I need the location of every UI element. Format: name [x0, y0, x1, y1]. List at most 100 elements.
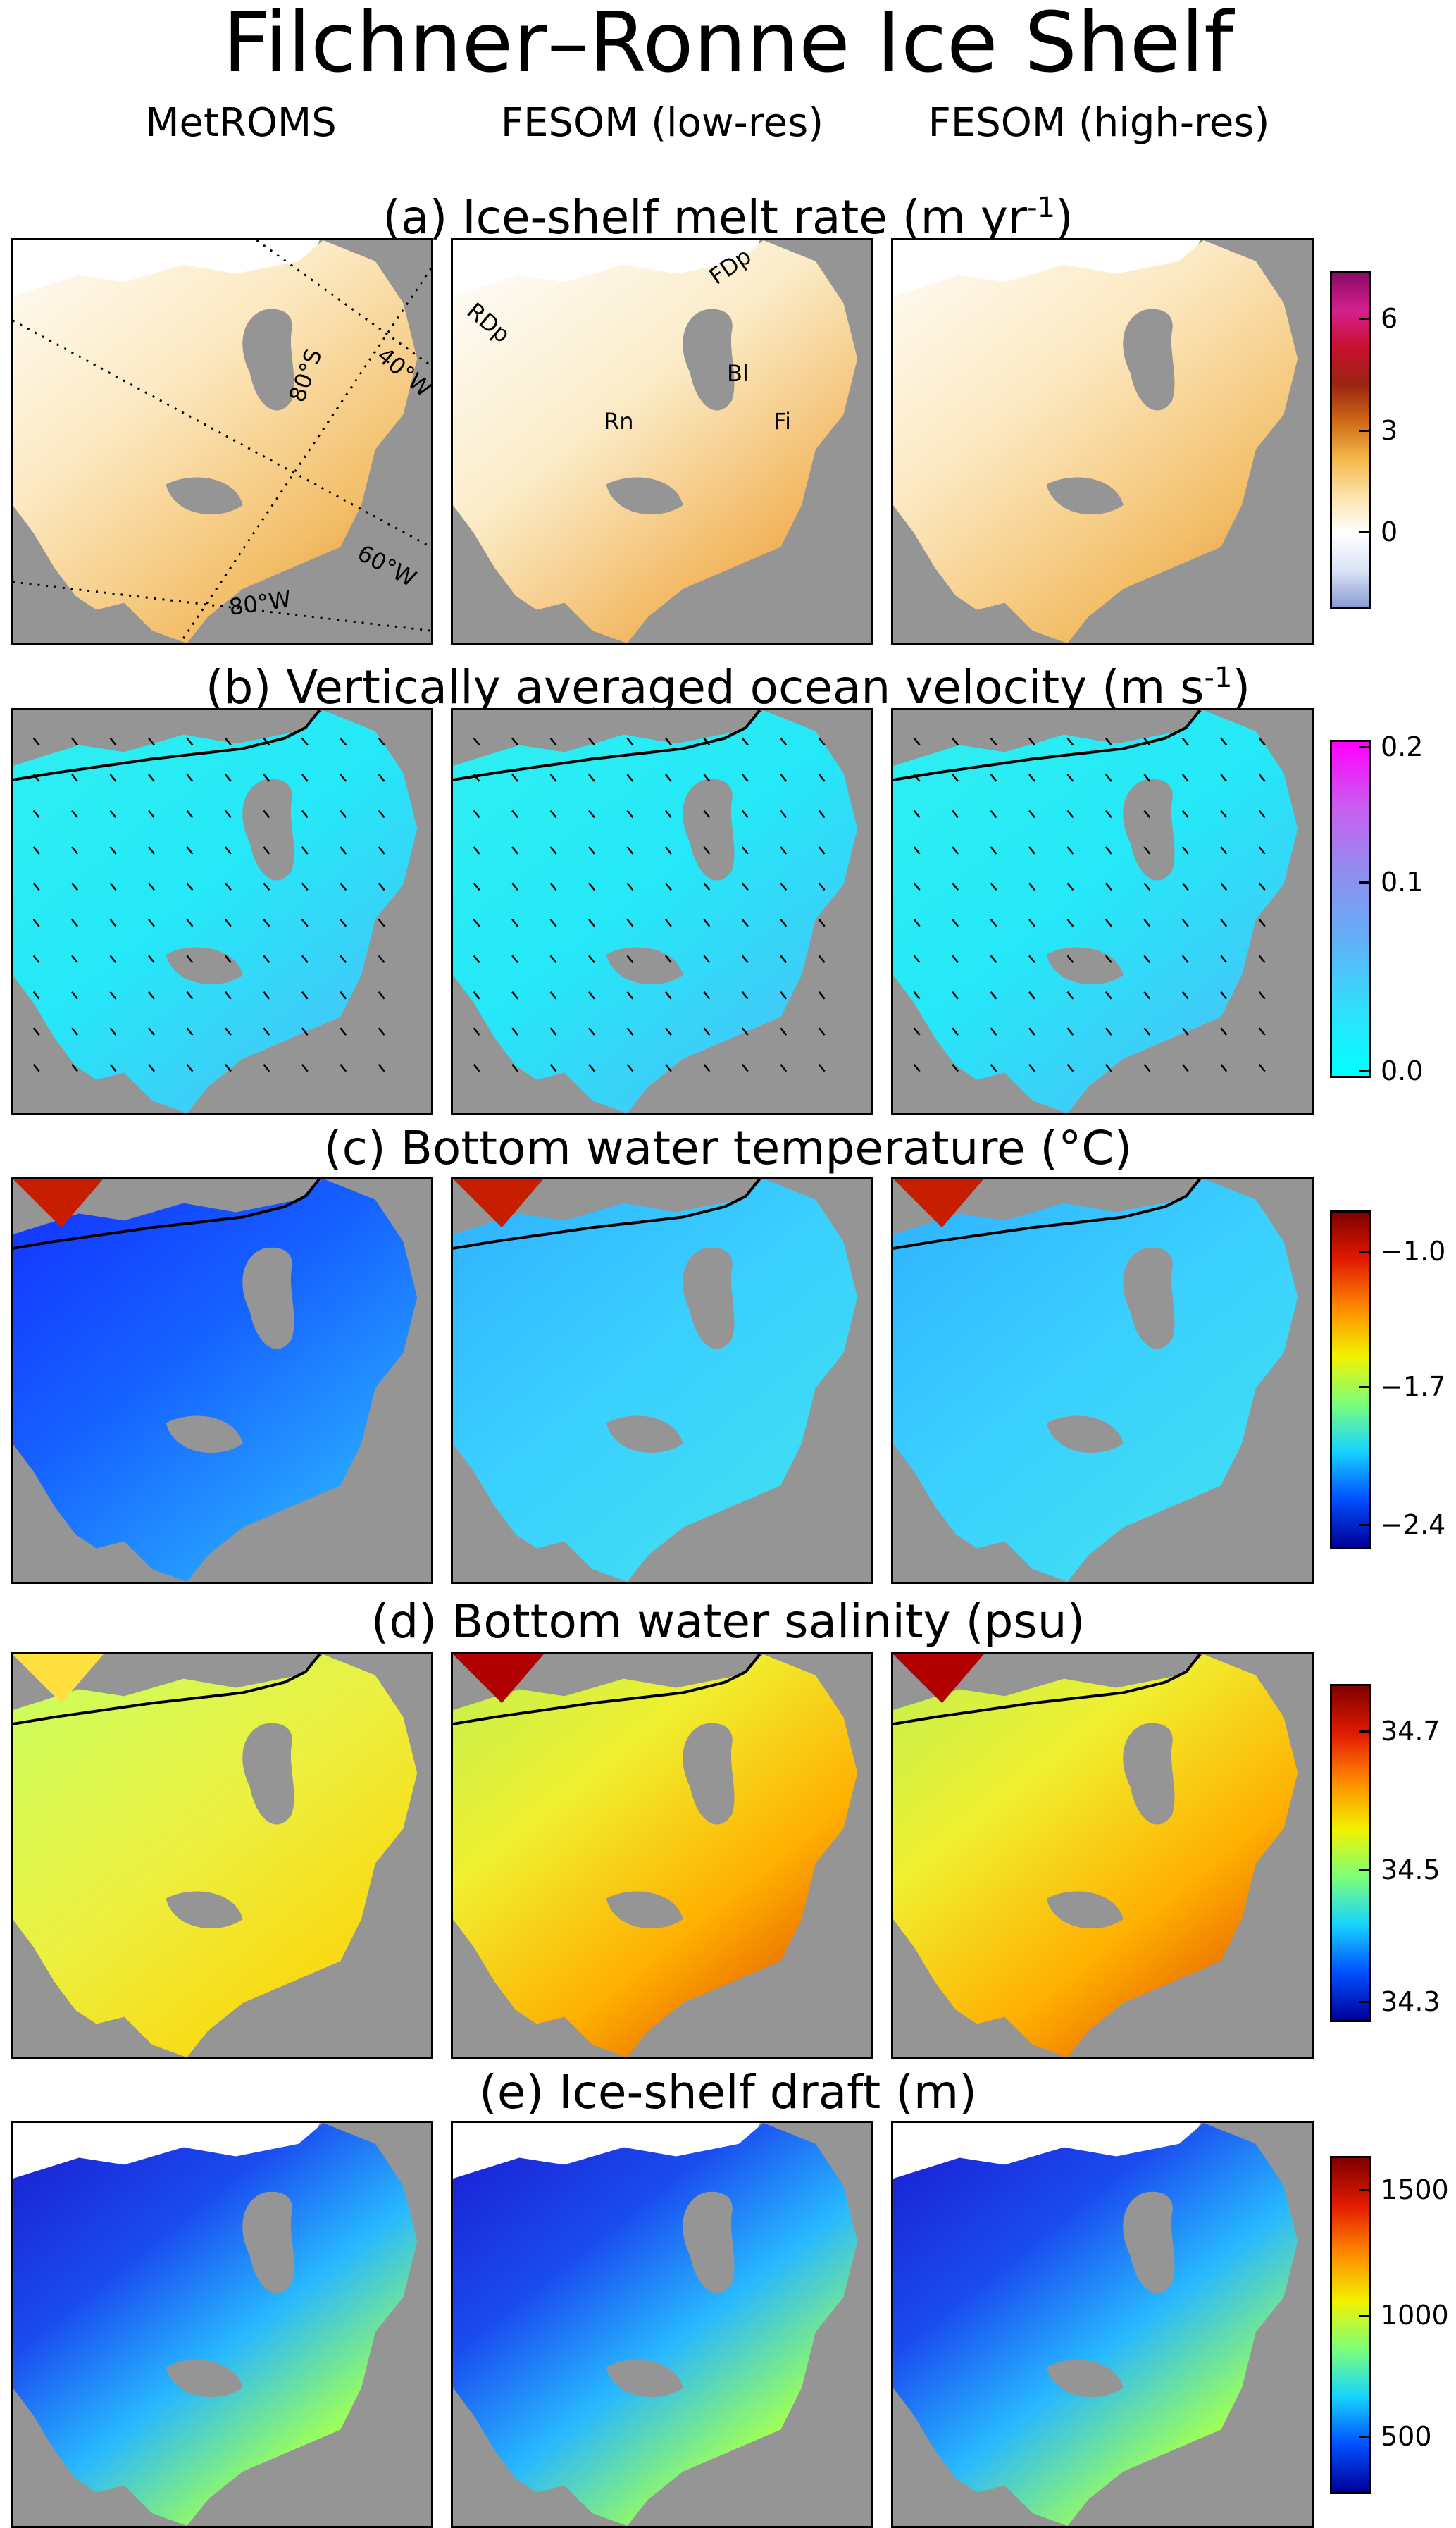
velocity-arrow — [1181, 810, 1189, 819]
velocity-arrow — [1066, 955, 1074, 964]
velocity-arrow — [32, 737, 40, 746]
velocity-arrow — [473, 882, 480, 891]
velocity-arrow — [913, 810, 921, 819]
velocity-arrow — [703, 846, 711, 855]
berkner-island — [683, 1247, 735, 1349]
velocity-arrow — [301, 1063, 309, 1072]
ice-front-line — [893, 1654, 1202, 1725]
velocity-arrow — [511, 737, 519, 746]
map-panel-melt-rate-fesom-low-res — [451, 238, 873, 645]
velocity-arrow — [71, 846, 79, 855]
velocity-arrow — [340, 846, 347, 855]
velocity-arrow — [990, 846, 997, 855]
velocity-arrow — [1105, 774, 1112, 782]
velocity-arrow — [818, 991, 826, 1000]
velocity-arrow — [1143, 810, 1151, 819]
velocity-arrow — [588, 810, 595, 819]
row-title-b: (b) Vertically averaged ocean velocity (… — [205, 660, 1251, 714]
figure-title: Filchner–Ronne Ice Shelf — [223, 0, 1233, 91]
velocity-arrow — [1105, 810, 1112, 819]
ice-shelf-field — [893, 240, 1298, 643]
velocity-arrow — [224, 774, 232, 782]
velocity-arrow — [1066, 737, 1074, 746]
velocity-arrow — [780, 955, 788, 964]
velocity-arrow — [186, 1027, 194, 1036]
velocity-arrow — [32, 919, 40, 927]
velocity-arrow — [1181, 774, 1189, 782]
velocity-arrow — [148, 882, 155, 891]
velocity-arrow — [263, 882, 270, 891]
velocity-arrow — [990, 1063, 997, 1072]
velocity-arrow — [340, 955, 347, 964]
velocity-arrow — [1143, 737, 1151, 746]
velocity-arrow — [913, 991, 921, 1000]
velocity-arrow — [703, 1027, 711, 1036]
velocity-arrow — [990, 774, 997, 782]
velocity-arrow — [913, 955, 921, 964]
velocity-arrow — [1028, 1027, 1035, 1036]
velocity-arrow — [378, 810, 385, 819]
velocity-arrow — [148, 810, 155, 819]
velocity-arrow — [1028, 737, 1035, 746]
velocity-arrow — [1028, 955, 1035, 964]
colorbar-tick-mark — [1359, 2436, 1369, 2439]
velocity-arrow — [990, 919, 997, 927]
velocity-arrow — [263, 737, 270, 746]
velocity-arrow — [1143, 919, 1151, 927]
velocity-arrow — [1220, 846, 1228, 855]
colorbar-tick-label: 3 — [1381, 414, 1398, 446]
row-title-d: (d) Bottom water salinity (psu) — [371, 1594, 1085, 1649]
velocity-arrow — [1258, 882, 1266, 891]
berkner-island — [1123, 779, 1175, 881]
velocity-arrow — [1105, 1063, 1112, 1072]
velocity-arrow — [990, 1027, 997, 1036]
velocity-arrow — [109, 1063, 117, 1072]
velocity-arrow — [741, 991, 749, 1000]
velocity-arrow — [664, 919, 672, 927]
velocity-arrow — [378, 737, 385, 746]
velocity-arrow — [109, 1027, 117, 1036]
region-label-bl: Bl — [727, 360, 749, 387]
velocity-arrow — [1028, 882, 1035, 891]
grounded-region — [166, 477, 243, 515]
velocity-arrow — [378, 955, 385, 964]
velocity-arrow — [1066, 810, 1074, 819]
ice-front-line — [13, 1179, 321, 1250]
grounded-region — [166, 1415, 243, 1454]
colorbar-tick-label: 0.1 — [1381, 866, 1424, 898]
velocity-arrow — [224, 810, 232, 819]
velocity-arrow — [588, 846, 595, 855]
region-label-fi: Fi — [773, 408, 791, 435]
velocity-arrow — [626, 774, 634, 782]
velocity-arrow — [549, 810, 557, 819]
velocity-arrow — [1143, 774, 1151, 782]
velocity-arrow — [780, 882, 788, 891]
grounded-region — [606, 1891, 683, 1929]
colorbar-tick-mark — [1359, 1250, 1369, 1253]
ice-shelf-field — [13, 1654, 418, 2057]
velocity-arrow — [263, 1063, 270, 1072]
grounded-region — [166, 2360, 243, 2398]
velocity-arrow — [224, 882, 232, 891]
velocity-arrow — [913, 846, 921, 855]
velocity-arrow — [703, 955, 711, 964]
velocity-arrow — [1258, 810, 1266, 819]
velocity-arrow — [263, 991, 270, 1000]
colorbar-ocean-velocity — [1330, 740, 1371, 1078]
ice-shelf-field — [13, 240, 418, 643]
velocity-arrow — [664, 846, 672, 855]
colorbar-tick-label: 34.3 — [1381, 1986, 1441, 2018]
velocity-arrow — [549, 1027, 557, 1036]
colorbar-tick-mark — [1359, 745, 1369, 748]
velocity-arrow — [1220, 1027, 1228, 1036]
velocity-arrow — [913, 882, 921, 891]
velocity-arrow — [340, 1063, 347, 1072]
velocity-arrow — [1181, 846, 1189, 855]
velocity-arrow — [263, 774, 270, 782]
velocity-arrow — [990, 810, 997, 819]
map-panel-melt-rate-fesom-high-res — [891, 238, 1314, 645]
berkner-island — [1123, 309, 1175, 411]
velocity-arrow — [473, 846, 480, 855]
colorbar-tick-mark — [1359, 1524, 1369, 1527]
colorbar-tick-mark — [1359, 1385, 1369, 1388]
